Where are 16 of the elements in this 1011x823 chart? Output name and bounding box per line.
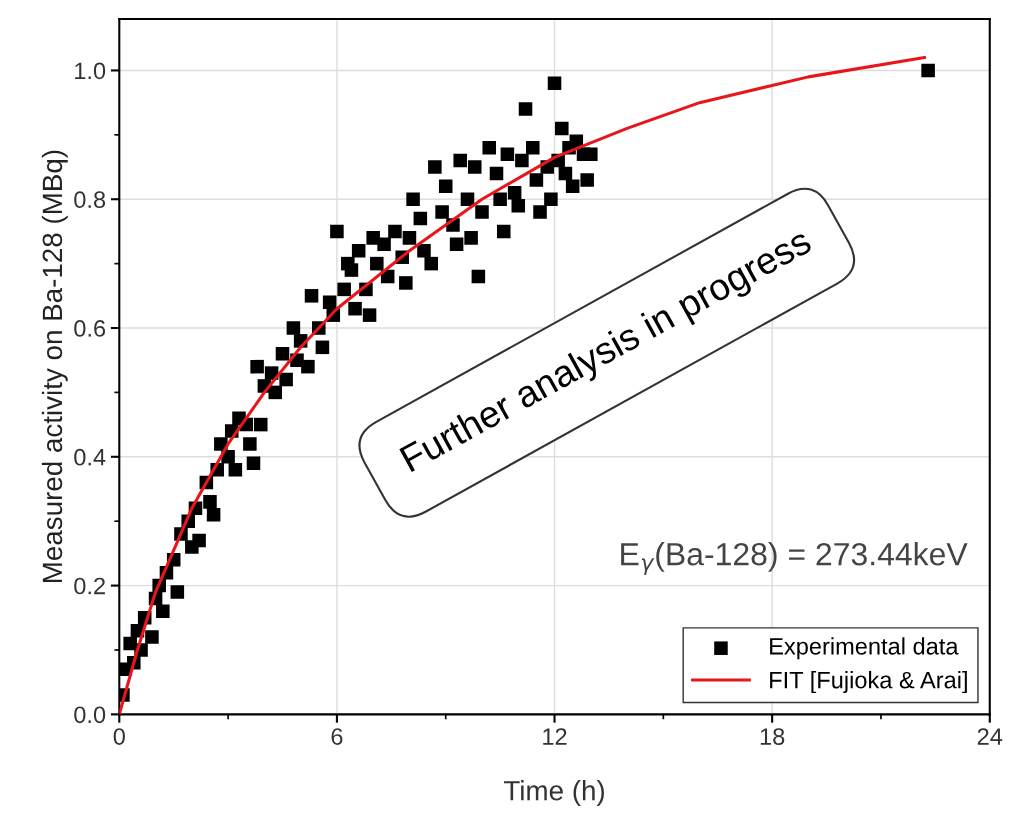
x-tick-label: 12 [543,728,567,745]
x-tick-label: 0 [113,728,125,745]
y-tick-label: 0.6 [74,320,106,337]
y-tick-label: 0.2 [74,577,105,595]
x-tick-label: 18 [760,728,785,745]
x-tick-label: 24 [977,728,1003,745]
annotation: E$_{γ}$(Ba-128) = 273.44keV [621,542,968,576]
x-axis-title: Time (h) [503,780,604,807]
x-tick-label: 6 [331,728,343,745]
y-tick-label: 0.0 [74,706,106,724]
legend-label: Experimental data [770,637,959,660]
y-axis-title: Measured activity on Ba-128 (MBq) [41,150,68,583]
y-tick-label: 0.4 [74,448,106,466]
legend-label: FIT [Fujioka & Arai] [770,671,967,694]
y-tick-label: 1.0 [75,62,106,80]
y-tick-label: 0.8 [74,191,106,209]
